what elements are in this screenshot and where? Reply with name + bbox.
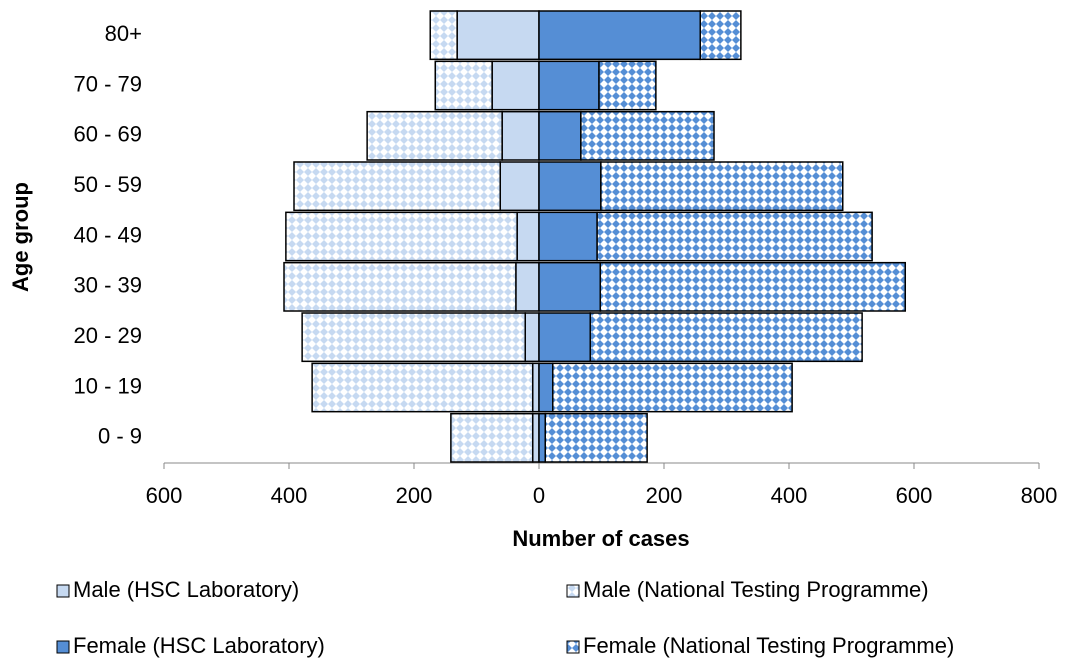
legend-label: Female (National Testing Programme) <box>583 633 954 658</box>
bar <box>366 110 503 161</box>
y-tick-label: 30 - 39 <box>74 273 143 298</box>
y-tick-label: 0 - 9 <box>98 424 142 449</box>
bar <box>538 110 582 161</box>
x-tick-label: 600 <box>146 483 183 508</box>
legend-label: Male (National Testing Programme) <box>583 577 929 602</box>
x-tick-label: 400 <box>771 483 808 508</box>
bar <box>434 60 493 111</box>
bar <box>538 161 602 212</box>
x-tick-label: 0 <box>533 483 545 508</box>
legend-swatch <box>56 584 70 598</box>
bar <box>598 60 657 111</box>
x-axis-title: Number of cases <box>512 526 689 551</box>
y-axis-title: Age group <box>8 182 33 292</box>
bar <box>311 362 534 413</box>
bar <box>538 312 591 363</box>
bar <box>499 161 540 212</box>
bar <box>429 10 458 61</box>
bar <box>293 161 501 212</box>
bar <box>516 211 540 262</box>
bar <box>544 412 648 463</box>
x-tick-label: 800 <box>1021 483 1058 508</box>
bar <box>538 60 600 111</box>
x-tick-label: 200 <box>396 483 433 508</box>
bar <box>596 211 873 262</box>
legend-swatch <box>566 640 580 654</box>
bar <box>538 261 601 312</box>
x-tick-label: 400 <box>271 483 308 508</box>
bar <box>552 362 793 413</box>
legend-label: Male (HSC Laboratory) <box>73 577 299 602</box>
y-tick-label: 10 - 19 <box>74 373 143 398</box>
legend-label: Female (HSC Laboratory) <box>73 633 325 658</box>
bar <box>538 211 598 262</box>
bar <box>589 312 863 363</box>
legend-swatch <box>56 640 70 654</box>
bar <box>600 161 844 212</box>
y-tick-label: 70 - 79 <box>74 71 143 96</box>
bar <box>532 412 540 463</box>
bar <box>524 312 540 363</box>
bar <box>538 362 554 413</box>
bar <box>515 261 540 312</box>
bar <box>456 10 540 61</box>
y-tick-label: 50 - 59 <box>74 172 143 197</box>
bar <box>580 110 715 161</box>
bar <box>532 362 540 413</box>
y-tick-label: 60 - 69 <box>74 122 143 147</box>
y-tick-label: 20 - 29 <box>74 323 143 348</box>
x-tick-label: 600 <box>896 483 933 508</box>
bar <box>538 10 701 61</box>
bar <box>283 261 517 312</box>
x-tick-label: 200 <box>646 483 683 508</box>
bar <box>285 211 518 262</box>
bar <box>699 10 742 61</box>
bar <box>450 412 534 463</box>
y-tick-label: 40 - 49 <box>74 222 143 247</box>
bar <box>501 110 540 161</box>
y-tick-label: 80+ <box>105 21 142 46</box>
bar <box>599 261 906 312</box>
bar <box>538 412 546 463</box>
bar <box>491 60 540 111</box>
legend-swatch <box>566 584 580 598</box>
bar <box>301 312 526 363</box>
